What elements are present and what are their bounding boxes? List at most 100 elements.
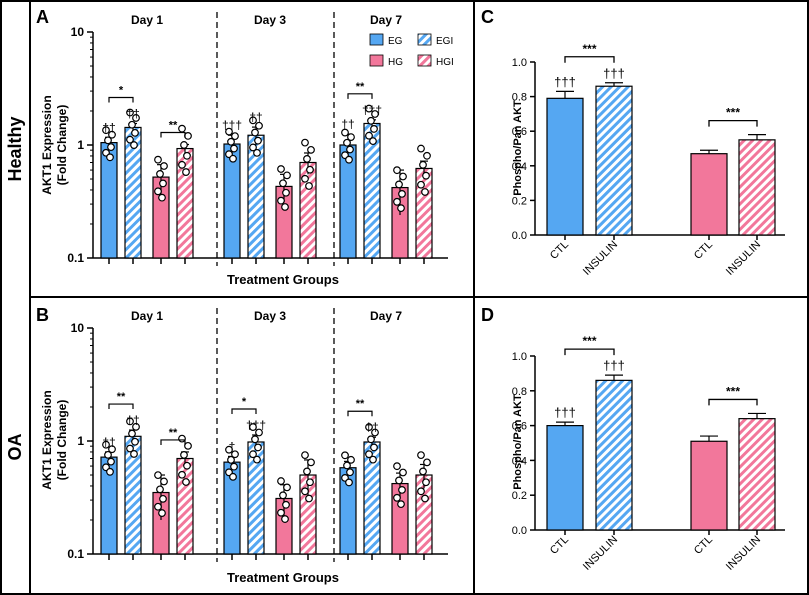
panel-a-data-point bbox=[227, 137, 235, 146]
panel-c-ytick-label: 0.8 bbox=[512, 92, 527, 104]
panel-a-ylabel-line1: AKT1 Expression bbox=[40, 95, 54, 194]
panel-b-data-point bbox=[307, 458, 315, 467]
panel-a-data-point bbox=[397, 204, 405, 213]
panel-a-sig-bracket bbox=[160, 131, 186, 138]
panel-a-dagger-label: †† bbox=[341, 117, 354, 131]
panel-d-ytick-label: 0.4 bbox=[512, 455, 527, 467]
legend-swatch-egi bbox=[417, 33, 432, 46]
panel-b-data-point bbox=[102, 440, 110, 449]
panel-b-day-label: Day 7 bbox=[370, 309, 402, 323]
panel-b-data-point bbox=[249, 450, 257, 459]
panel-a-sig-label: * bbox=[119, 84, 124, 96]
panel-b-data-point bbox=[399, 468, 407, 477]
panel-b-data-point bbox=[345, 478, 353, 487]
panel-a-data-point bbox=[281, 203, 289, 211]
legend-label-hg: HG bbox=[388, 57, 403, 68]
panel-a-dagger-label: ††† bbox=[222, 118, 242, 132]
panel-a-data-point bbox=[184, 132, 192, 140]
panel-b-data-point bbox=[283, 483, 291, 492]
panel-b-data-point bbox=[251, 435, 259, 444]
panel-b-data-point bbox=[182, 478, 190, 486]
panel-c-ytick-label: 0.2 bbox=[512, 195, 527, 207]
panel-a-data-point bbox=[369, 137, 377, 146]
panel-d-ylabel: Phospho/Pan AKT bbox=[512, 394, 524, 490]
panel-a-data-point bbox=[346, 145, 354, 154]
panel-c-bar bbox=[595, 85, 633, 236]
panel-b-data-point bbox=[106, 467, 114, 476]
panel-c-xtick-label: CTL bbox=[548, 239, 571, 262]
panel-c-sig-label: *** bbox=[726, 106, 740, 120]
panel-a-data-point bbox=[371, 110, 379, 118]
panel-b-data-point bbox=[367, 435, 375, 444]
panel-b-data-point bbox=[154, 471, 162, 480]
panel-b-data-point bbox=[225, 445, 233, 454]
panel-a-data-point bbox=[395, 180, 403, 189]
panel-b-data-point bbox=[184, 441, 192, 450]
panel-a-sig-bracket bbox=[108, 96, 134, 103]
panel-b-data-point bbox=[421, 494, 429, 503]
panel-b-data-point bbox=[132, 422, 140, 431]
panel-a-day-label: Day 3 bbox=[254, 13, 286, 27]
panel-c-dagger-label: ††† bbox=[554, 74, 576, 89]
panel-d-xtick-label: INSULIN bbox=[724, 534, 763, 573]
panel-b-data-point bbox=[126, 417, 134, 426]
panel-a-data-point bbox=[347, 133, 355, 141]
panel-a-ylabel-line2: (Fold Change) bbox=[55, 105, 69, 186]
panel-b-data-point bbox=[131, 437, 139, 446]
panel-a-data-point bbox=[132, 114, 140, 122]
panel-a-data-point bbox=[341, 128, 349, 137]
panel-c-xtick-label: INSULIN bbox=[724, 239, 763, 278]
panel-a-data-point bbox=[398, 190, 406, 198]
panel-a-data-point bbox=[126, 135, 134, 144]
panel-b-data-point bbox=[417, 451, 425, 460]
panel-b-data-point bbox=[306, 478, 314, 487]
panel-b-data-point bbox=[159, 494, 167, 503]
panel-b-data-point bbox=[229, 472, 237, 481]
panel-c-sig-bracket bbox=[708, 120, 758, 127]
panel-a-data-point bbox=[367, 116, 375, 125]
panel-d-ytick-label: 0.6 bbox=[512, 421, 527, 433]
panel-a-day-label: Day 7 bbox=[370, 13, 402, 27]
panel-d-sig-bracket bbox=[564, 348, 615, 356]
panel-c-ylabel: Phospho/Pan AKT bbox=[512, 100, 524, 196]
panel-b-data-point bbox=[422, 478, 430, 487]
panel-b-dagger-label: † bbox=[229, 439, 236, 453]
panel-b-data-point bbox=[341, 451, 349, 460]
panel-a-data-point bbox=[104, 136, 112, 145]
panel-b-data-point bbox=[227, 455, 235, 464]
panel-b-data-point bbox=[178, 470, 186, 479]
panel-a-data-point bbox=[128, 120, 136, 129]
panel-d-xtick-label: CTL bbox=[548, 534, 571, 557]
panel-a-dagger-label: ††† bbox=[362, 103, 382, 117]
panel-b-data-point bbox=[393, 462, 401, 471]
panel-a-data-point bbox=[303, 154, 311, 163]
panel-a-sig-bracket bbox=[347, 93, 373, 99]
panel-b-data-point bbox=[254, 443, 262, 452]
panel-b-data-point bbox=[346, 468, 354, 477]
panel-a-data-point bbox=[107, 143, 115, 152]
panel-d-xtick-label: INSULIN bbox=[581, 534, 620, 573]
panel-b-data-point bbox=[417, 487, 425, 496]
legend-label-hgi: HGI bbox=[436, 57, 454, 68]
panel-a-data-point bbox=[249, 116, 257, 125]
panel-b-data-point bbox=[277, 477, 285, 485]
panel-b-ylabel-line2: (Fold Change) bbox=[55, 400, 69, 481]
panel-c-ytick-label: 0.6 bbox=[512, 126, 527, 138]
panel-a-data-point bbox=[343, 138, 351, 147]
panel-c-bar bbox=[690, 153, 728, 236]
panel-a-data-point bbox=[365, 131, 373, 140]
panel-a-data-point bbox=[102, 126, 110, 135]
row-label-healthy: Healthy bbox=[5, 116, 25, 181]
panel-a-data-point bbox=[131, 128, 139, 137]
panel-b-data-point bbox=[230, 462, 238, 471]
panel-a-data-point bbox=[251, 128, 259, 137]
panel-c-sig-label: *** bbox=[582, 42, 596, 56]
panel-a-data-point bbox=[417, 144, 425, 153]
panel-d-sig-label: *** bbox=[726, 384, 740, 398]
panel-letter-c: C bbox=[481, 7, 494, 27]
panel-a-data-point bbox=[126, 108, 134, 117]
panel-a-data-point bbox=[154, 155, 162, 164]
panel-a-ytick-label: 10 bbox=[71, 25, 85, 39]
panel-a-data-point bbox=[365, 104, 373, 113]
panel-d-ytick-label: 0.2 bbox=[512, 490, 527, 502]
